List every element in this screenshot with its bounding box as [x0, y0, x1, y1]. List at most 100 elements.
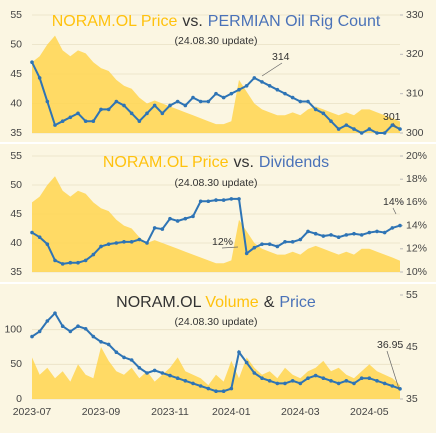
point	[145, 371, 149, 375]
point	[260, 242, 264, 246]
y-tick-label: 55	[10, 150, 22, 162]
point	[198, 199, 203, 204]
point	[175, 376, 180, 381]
point	[390, 123, 395, 127]
point	[183, 103, 188, 108]
point	[390, 384, 395, 388]
annotation-leader	[392, 122, 398, 129]
point	[244, 360, 249, 365]
point	[114, 99, 119, 104]
chart-subtitle: (24.08.30 update)	[175, 35, 258, 47]
point	[352, 127, 356, 131]
point	[290, 240, 295, 244]
annotation-leader	[386, 350, 400, 390]
point	[283, 240, 287, 244]
point	[237, 350, 241, 355]
x-tick-label: 2023-11	[151, 406, 189, 418]
point	[321, 111, 326, 116]
area	[32, 347, 400, 399]
chart-subtitle: (24.08.30 update)	[175, 177, 258, 189]
point	[76, 111, 80, 116]
point	[221, 198, 226, 202]
point	[237, 197, 241, 201]
point	[83, 327, 88, 331]
y2-tick-label: 35	[406, 393, 418, 405]
point	[122, 355, 126, 360]
y-tick-label: 40	[10, 237, 22, 249]
point	[344, 123, 349, 127]
point	[206, 199, 211, 204]
point	[168, 103, 172, 108]
point	[168, 216, 172, 221]
point	[306, 99, 310, 104]
point	[191, 214, 195, 219]
y2-tick-label: 310	[406, 87, 424, 99]
point	[145, 241, 149, 245]
x-tick-label: 2023-07	[13, 406, 52, 418]
title-part: PERMIAN Oil Rig Count	[208, 13, 381, 30]
annotation-leader	[392, 207, 397, 215]
point	[375, 229, 379, 234]
point	[336, 127, 341, 131]
point	[344, 379, 349, 383]
point	[137, 119, 142, 123]
point	[114, 241, 119, 245]
y-tick-label: 40	[10, 97, 22, 109]
point	[45, 242, 50, 246]
point	[229, 197, 234, 201]
point	[137, 237, 142, 242]
point	[359, 233, 364, 237]
point	[390, 226, 395, 230]
point	[313, 107, 318, 112]
title-part: &	[264, 294, 275, 311]
point	[168, 373, 172, 378]
point	[152, 368, 157, 373]
point	[221, 95, 226, 100]
point	[229, 386, 234, 391]
annotation-leader	[221, 246, 239, 249]
x-tick-label: 2024-03	[281, 406, 320, 418]
point	[375, 131, 379, 135]
title-part: vs.	[182, 13, 202, 30]
point	[60, 324, 65, 329]
title-part: Dividends	[259, 154, 329, 171]
point	[129, 358, 134, 362]
point	[53, 123, 57, 127]
point	[68, 260, 73, 265]
point	[267, 379, 272, 383]
y2-tick-label: 300	[406, 127, 424, 139]
point	[206, 386, 211, 391]
point	[221, 389, 226, 394]
x-tick-label: 2024-01	[212, 406, 251, 418]
point	[398, 387, 402, 391]
point	[336, 235, 341, 239]
point	[60, 119, 65, 123]
y2-tick-label: 18%	[406, 173, 427, 185]
y-tick-label: 55	[10, 9, 22, 21]
point	[53, 258, 57, 263]
y2-tick-label: 320	[406, 48, 424, 60]
point	[106, 342, 111, 347]
point	[367, 376, 372, 381]
y-tick-label: 50	[10, 38, 22, 50]
y-tick-label: 100	[4, 323, 22, 335]
point	[260, 376, 264, 381]
annotation: 36.95	[377, 339, 403, 351]
point	[237, 87, 241, 92]
y-tick-label: 45	[10, 68, 22, 80]
point	[267, 84, 272, 88]
point	[267, 242, 272, 246]
point	[352, 381, 356, 386]
point	[244, 251, 249, 256]
y2-tick-label: 20%	[406, 150, 427, 162]
point	[252, 371, 257, 375]
panel: 35 40 45 50 55 300 310 320 330 NORAM.OL Price vs. P…	[10, 9, 423, 139]
y-tick-label: 50	[10, 358, 22, 370]
point	[37, 329, 42, 334]
point	[137, 366, 142, 370]
point	[329, 233, 333, 237]
y2-tick-label: 55	[406, 289, 418, 301]
point	[152, 103, 157, 108]
point	[198, 99, 203, 104]
